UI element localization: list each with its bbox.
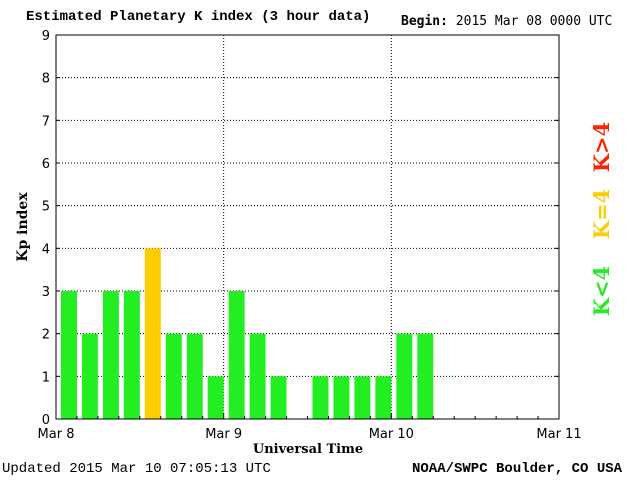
begin-label: Begin:	[401, 14, 448, 29]
y-tick-label: 1	[42, 370, 50, 385]
kp-bar	[228, 291, 245, 419]
legend-mid: K=4	[589, 189, 614, 239]
grid	[56, 35, 559, 419]
x-axis-label: Universal Time	[253, 442, 363, 457]
kp-bar	[165, 333, 182, 419]
kp-bar	[354, 376, 371, 419]
credit-text: NOAA/SWPC Boulder, CO USA	[412, 461, 623, 477]
y-ticks: 0 1 2 3 4 5 6 7 8 9	[42, 29, 559, 428]
chart-title: Estimated Planetary K index (3 hour data…	[26, 9, 371, 25]
bars	[61, 248, 434, 419]
kp-bar	[396, 333, 413, 419]
y-tick-label: 8	[42, 72, 50, 87]
begin-time: Begin: 2015 Mar 08 0000 UTC	[401, 14, 612, 29]
kp-bar	[375, 376, 392, 419]
y-tick-label: 6	[42, 157, 50, 172]
y-tick-label: 9	[42, 29, 50, 44]
kp-bar	[417, 333, 434, 419]
kp-bar	[270, 376, 287, 419]
x-ticks: Mar 8 Mar 9 Mar 10 Mar 11	[38, 413, 582, 442]
y-tick-label: 5	[42, 200, 50, 215]
kp-bar	[81, 333, 98, 419]
y-tick-label: 0	[42, 413, 50, 428]
kp-bar	[61, 291, 77, 419]
kp-bar	[123, 291, 140, 419]
y-tick-label: 7	[42, 114, 50, 129]
x-tick-label: Mar 8	[38, 427, 75, 442]
begin-value: 2015 Mar 08 0000 UTC	[455, 14, 613, 29]
y-tick-label: 3	[42, 285, 50, 300]
updated-timestamp: Updated 2015 Mar 10 07:05:13 UTC	[2, 461, 271, 477]
kp-bar	[144, 248, 161, 419]
legend-high: K>4	[589, 122, 614, 172]
kp-bar	[333, 376, 350, 419]
kp-bar	[312, 376, 329, 419]
kp-bar	[102, 291, 119, 419]
kp-bar	[207, 376, 224, 419]
x-tick-label: Mar 10	[369, 427, 414, 442]
legend-low: K<4	[589, 266, 614, 316]
kp-bar	[249, 333, 266, 419]
y-axis-label: Kp index	[15, 192, 31, 262]
x-tick-label: Mar 11	[536, 427, 581, 442]
kp-bar	[186, 333, 203, 419]
y-tick-label: 4	[42, 242, 50, 257]
y-tick-label: 2	[42, 328, 50, 343]
x-tick-label: Mar 9	[205, 427, 242, 442]
